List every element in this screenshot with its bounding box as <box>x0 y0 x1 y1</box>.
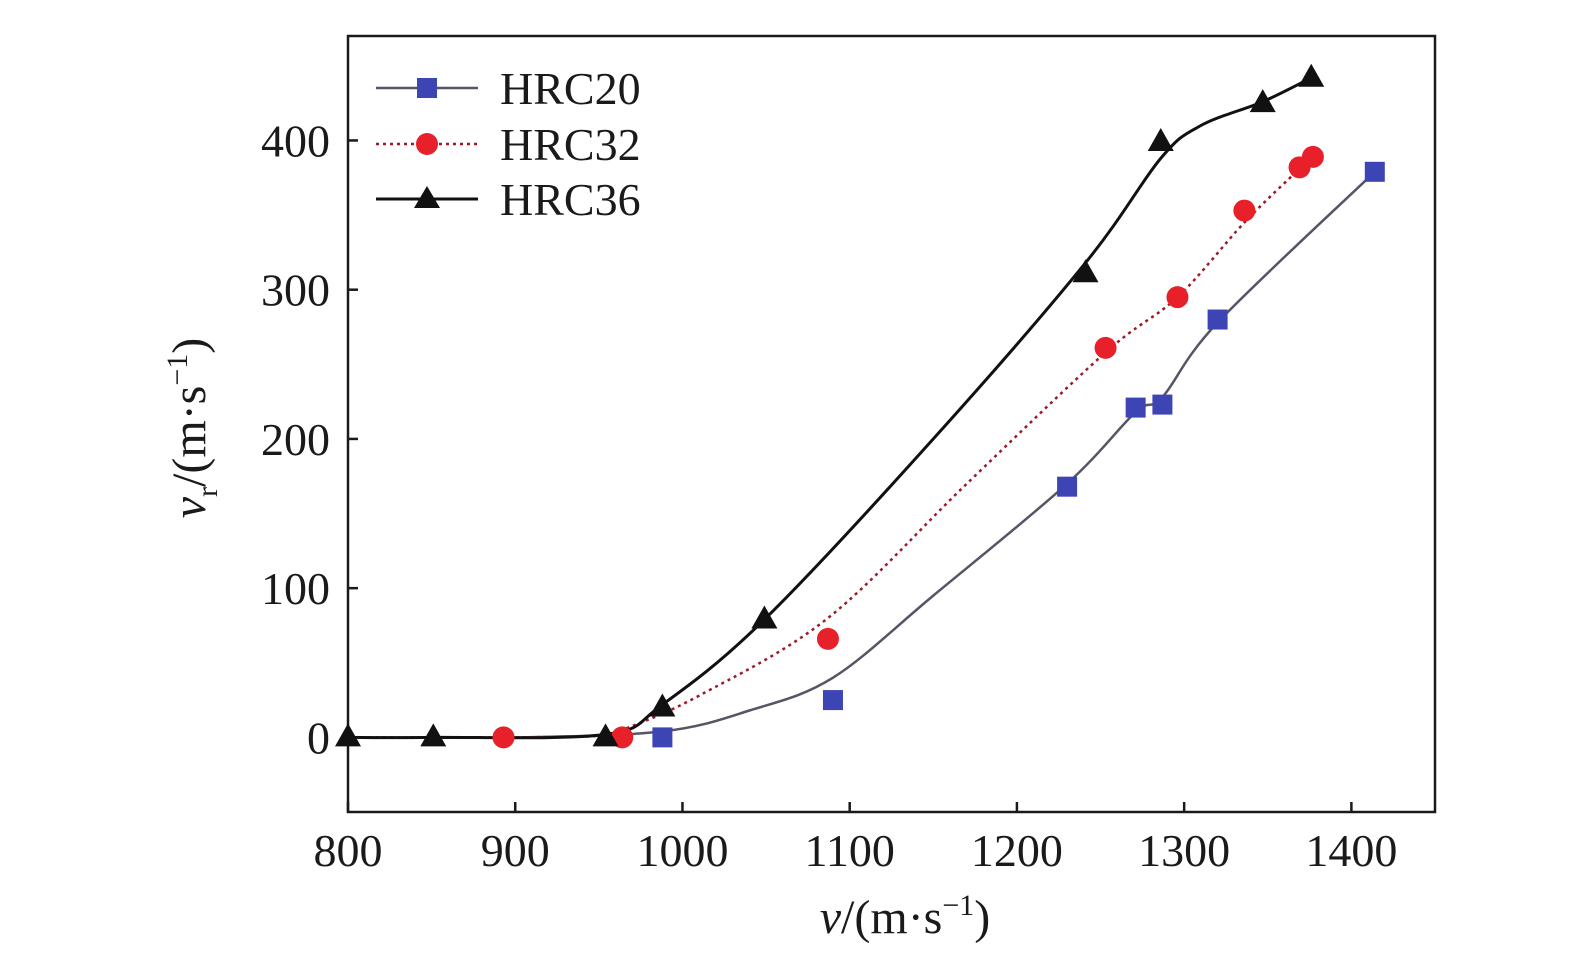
data-point-hrc20 <box>1057 476 1078 497</box>
data-point-hrc32 <box>816 627 839 650</box>
series-line-hrc36 <box>347 76 1312 740</box>
series-markers <box>335 63 1385 749</box>
x-axis-label: v/(m·s−1) <box>820 889 991 944</box>
series-curves <box>347 76 1376 740</box>
y-tick-label: 300 <box>261 265 330 316</box>
data-point-hrc20 <box>1152 394 1173 415</box>
data-point-hrc36 <box>1249 89 1276 113</box>
x-axis-label-exp: −1 <box>942 889 974 922</box>
y-axis-label: vr/(m·s−1) <box>161 338 224 519</box>
x-tick-label: 1200 <box>971 825 1063 876</box>
data-point-hrc36 <box>420 723 447 747</box>
data-point-hrc36 <box>649 693 676 717</box>
y-tick-label: 400 <box>261 115 330 166</box>
data-point-hrc36 <box>335 723 361 747</box>
y-tick-label: 200 <box>261 414 330 465</box>
data-point-hrc36 <box>1147 127 1174 151</box>
legend-label-hrc20: HRC20 <box>500 63 641 114</box>
x-axis-label-var: v <box>820 891 842 944</box>
x-axis-ticks: 800 900 1000 1100 1200 1300 1400 <box>314 802 1397 876</box>
data-point-hrc36 <box>751 605 778 629</box>
legend-marker-hrc36 <box>414 186 440 208</box>
legend-label-hrc32: HRC32 <box>500 119 641 170</box>
x-tick-label: 1000 <box>636 825 728 876</box>
y-axis-label-var: v <box>163 496 216 518</box>
data-point-hrc20 <box>1364 161 1385 182</box>
data-point-hrc32 <box>1094 336 1117 359</box>
data-point-hrc32 <box>1301 145 1324 168</box>
legend-item-hrc32: HRC32 <box>376 119 641 170</box>
y-axis-label-exp: −1 <box>161 354 194 386</box>
x-tick-label: 1100 <box>805 825 895 876</box>
x-tick-label: 900 <box>481 825 550 876</box>
y-tick-label: 0 <box>307 712 330 763</box>
legend-item-hrc36: HRC36 <box>376 174 641 225</box>
y-axis-ticks: 0 100 200 300 400 <box>261 115 358 763</box>
data-point-hrc20 <box>822 690 843 711</box>
series-line-hrc32 <box>347 155 1314 739</box>
data-point-hrc20 <box>1207 309 1228 330</box>
data-point-hrc36 <box>1298 63 1325 87</box>
legend-marker-hrc32 <box>416 133 438 155</box>
x-tick-label: 1300 <box>1138 825 1230 876</box>
data-point-hrc32 <box>492 726 515 749</box>
y-axis-label-sub: r <box>191 487 224 497</box>
y-tick-label: 100 <box>261 563 330 614</box>
data-point-hrc36 <box>1072 259 1099 283</box>
data-point-hrc20 <box>652 727 673 748</box>
data-point-hrc32 <box>611 726 634 749</box>
data-point-hrc36 <box>592 723 619 747</box>
legend-label-hrc36: HRC36 <box>500 174 641 225</box>
data-point-hrc32 <box>1166 286 1189 309</box>
y-axis-label-units: /(m·s <box>163 386 216 487</box>
series-line-hrc20 <box>347 170 1376 740</box>
data-point-hrc32 <box>1233 199 1256 222</box>
legend-marker-hrc20 <box>417 78 437 98</box>
data-point-hrc20 <box>1125 397 1146 418</box>
x-axis-label-units: /(m·s <box>841 891 942 944</box>
legend-item-hrc20: HRC20 <box>376 63 641 114</box>
x-tick-label: 1400 <box>1305 825 1397 876</box>
x-axis-label-close: ) <box>974 891 990 944</box>
plot-area-frame <box>346 34 1437 814</box>
y-axis-label-close: ) <box>163 338 216 354</box>
x-tick-label: 800 <box>314 825 383 876</box>
legend: HRC20 HRC32 HRC36 <box>376 63 641 225</box>
